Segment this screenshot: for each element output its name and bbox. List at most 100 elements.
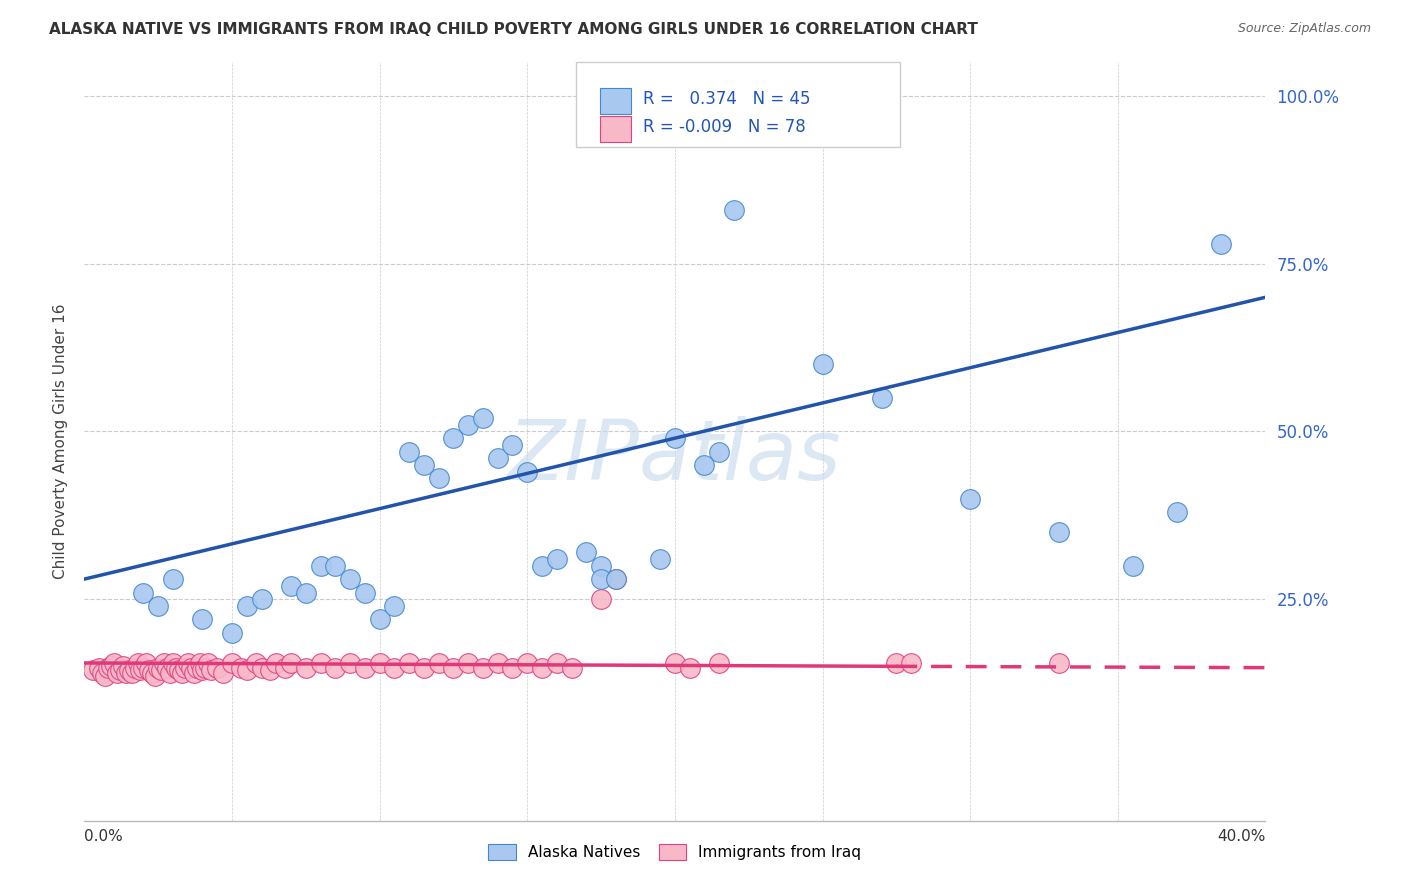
Point: [575, 545, 598, 559]
Point: [183, 666, 205, 681]
Point: [591, 592, 613, 607]
Point: [664, 656, 686, 670]
Point: [221, 625, 243, 640]
Point: [280, 579, 302, 593]
Point: [516, 656, 538, 670]
Point: [591, 572, 613, 586]
Point: [162, 572, 184, 586]
Point: [259, 663, 281, 677]
Point: [339, 572, 361, 586]
Point: [443, 660, 465, 674]
Point: [561, 660, 583, 674]
Text: ZIPatlas: ZIPatlas: [508, 417, 842, 497]
Point: [605, 572, 627, 586]
Point: [546, 656, 568, 670]
Point: [591, 558, 613, 573]
Point: [111, 659, 134, 673]
Point: [114, 666, 136, 681]
Text: ALASKA NATIVE VS IMMIGRANTS FROM IRAQ CHILD POVERTY AMONG GIRLS UNDER 16 CORRELA: ALASKA NATIVE VS IMMIGRANTS FROM IRAQ CH…: [49, 22, 979, 37]
Point: [531, 558, 554, 573]
Point: [170, 666, 193, 681]
Point: [197, 656, 219, 670]
Point: [162, 656, 184, 670]
Point: [167, 663, 190, 677]
Point: [105, 666, 128, 681]
Point: [325, 558, 347, 573]
Point: [280, 656, 302, 670]
Point: [132, 585, 155, 599]
Point: [82, 663, 104, 677]
Point: [398, 656, 420, 670]
Point: [472, 660, 495, 674]
Point: [274, 660, 297, 674]
Point: [127, 656, 149, 670]
Point: [709, 444, 731, 458]
Point: [250, 592, 273, 607]
Point: [723, 202, 745, 217]
Point: [1166, 505, 1188, 519]
Point: [132, 660, 155, 674]
Point: [177, 656, 200, 670]
Point: [427, 471, 450, 485]
Point: [650, 89, 672, 103]
Text: 0.0%: 0.0%: [84, 829, 124, 844]
Point: [413, 660, 436, 674]
Point: [516, 465, 538, 479]
Point: [148, 660, 170, 674]
Point: [531, 660, 554, 674]
Point: [486, 451, 509, 466]
Point: [153, 656, 176, 670]
Point: [121, 666, 143, 681]
Point: [221, 656, 243, 670]
Point: [382, 660, 406, 674]
Point: [236, 663, 259, 677]
Point: [368, 612, 391, 626]
Point: [186, 660, 208, 674]
Point: [398, 444, 420, 458]
Point: [382, 599, 406, 613]
Point: [159, 666, 181, 681]
Point: [91, 666, 114, 681]
Point: [266, 656, 288, 670]
Point: [118, 663, 141, 677]
Point: [709, 656, 731, 670]
Point: [138, 663, 160, 677]
Point: [180, 660, 202, 674]
Point: [685, 89, 707, 103]
Point: [679, 89, 702, 103]
Point: [354, 585, 377, 599]
Point: [900, 656, 922, 670]
Point: [457, 417, 479, 432]
Point: [87, 660, 111, 674]
Point: [97, 660, 120, 674]
Point: [129, 663, 152, 677]
Point: [1122, 558, 1144, 573]
Point: [679, 660, 702, 674]
Point: [472, 411, 495, 425]
Point: [188, 656, 211, 670]
Point: [413, 458, 436, 472]
Point: [165, 660, 187, 674]
Point: [200, 663, 222, 677]
Point: [236, 599, 259, 613]
Point: [156, 660, 179, 674]
Point: [141, 666, 163, 681]
Point: [1211, 236, 1233, 251]
Point: [605, 572, 627, 586]
Point: [959, 491, 981, 506]
Point: [250, 660, 273, 674]
Point: [103, 656, 125, 670]
Point: [501, 660, 523, 674]
Point: [295, 660, 318, 674]
Point: [427, 656, 450, 670]
Point: [325, 660, 347, 674]
Point: [143, 669, 166, 683]
Point: [501, 438, 523, 452]
Point: [173, 660, 195, 674]
Point: [650, 552, 672, 566]
Legend: Alaska Natives, Immigrants from Iraq: Alaska Natives, Immigrants from Iraq: [482, 838, 868, 866]
Point: [295, 585, 318, 599]
Point: [664, 431, 686, 445]
Point: [486, 656, 509, 670]
Point: [870, 391, 893, 405]
